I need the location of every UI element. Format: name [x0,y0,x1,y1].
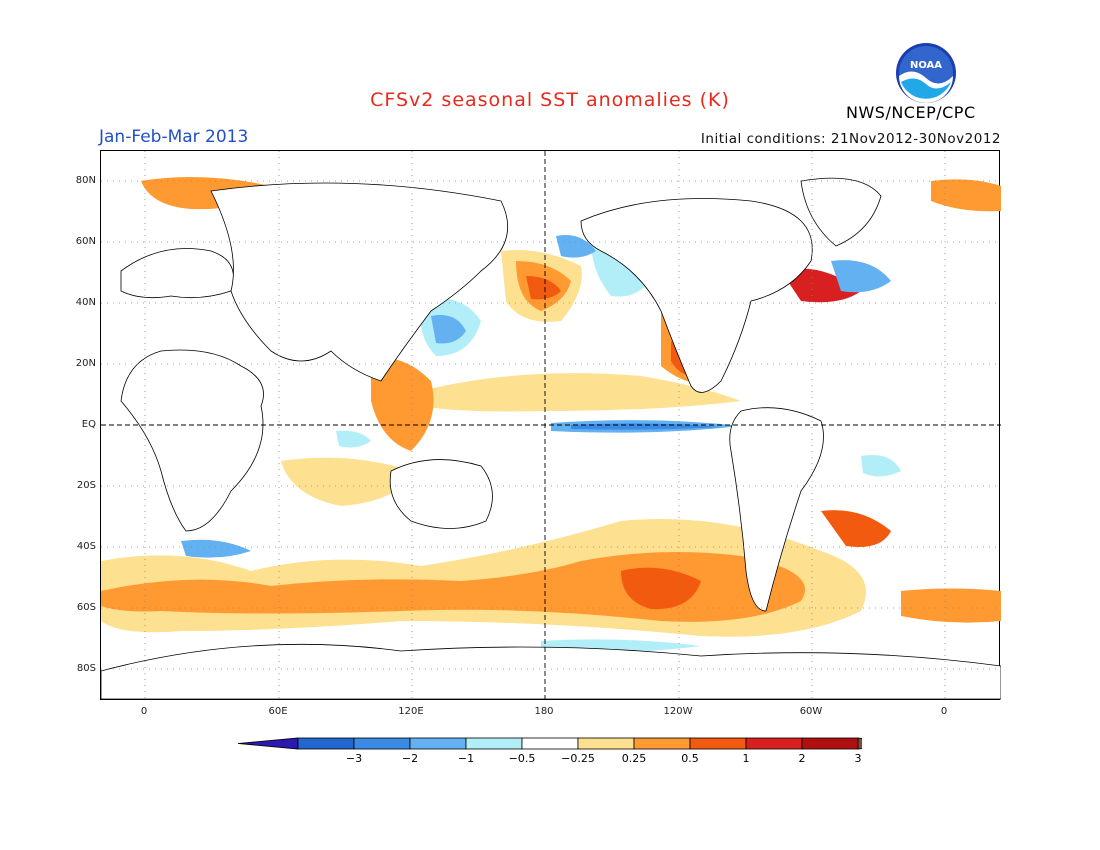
continent-outlines [101,177,1001,700]
colorbar-cell [353,737,411,750]
positive-anomaly-shading [101,177,1001,637]
reference-lines [101,151,1001,701]
colorbar-label: 0.25 [621,752,647,765]
lat-label: 60S [76,602,96,613]
agency-label: NWS/NCEP/CPC [846,103,976,122]
gridlines [101,151,1001,701]
colorbar-label: −0.5 [508,752,536,765]
colorbar-cell [633,737,691,750]
lat-label: 20S [76,480,96,491]
initial-conditions: Initial conditions: 21Nov2012-30Nov2012 [700,131,1001,147]
lon-label: 120E [398,706,424,717]
lat-label: 40N [75,297,96,308]
colorbar [238,737,862,750]
lat-label: 80S [76,663,96,674]
colorbar-cell [801,737,859,750]
lon-label: 60W [799,706,823,717]
colorbar-label: 2 [798,752,806,765]
sst-anomaly-map [100,150,1001,701]
colorbar-cell [689,737,747,750]
forecast-period: Jan-Feb-Mar 2013 [99,127,249,147]
lat-label: EQ [81,419,96,430]
map-title: CFSv2 seasonal SST anomalies (K) [370,89,730,111]
lat-label: 20N [75,358,96,369]
colorbar-cell [238,737,299,750]
logo-text: NOAA [910,60,942,71]
colorbar-label: −0.25 [561,752,595,765]
lat-label: 40S [76,541,96,552]
colorbar-cell [577,737,635,750]
colorbar-label: 1 [742,752,750,765]
colorbar-cell [521,737,579,750]
lon-label: 120W [663,706,693,717]
colorbar-cell [857,737,862,750]
noaa-logo: NOAA [896,43,956,103]
lon-label: 180 [534,706,554,717]
lat-label: 80N [75,175,96,186]
colorbar-label: −1 [457,752,475,765]
colorbar-cell [297,737,355,750]
lon-label: 0 [940,706,948,717]
colorbar-label: 0.5 [681,752,699,765]
colorbar-cell [409,737,467,750]
colorbar-label: −3 [345,752,363,765]
colorbar-label: −2 [401,752,419,765]
colorbar-cell [745,737,803,750]
colorbar-label: 3 [854,752,862,765]
colorbar-cell [465,737,523,750]
lon-label: 0 [140,706,148,717]
lat-label: 60N [75,236,96,247]
lon-label: 60E [268,706,288,717]
